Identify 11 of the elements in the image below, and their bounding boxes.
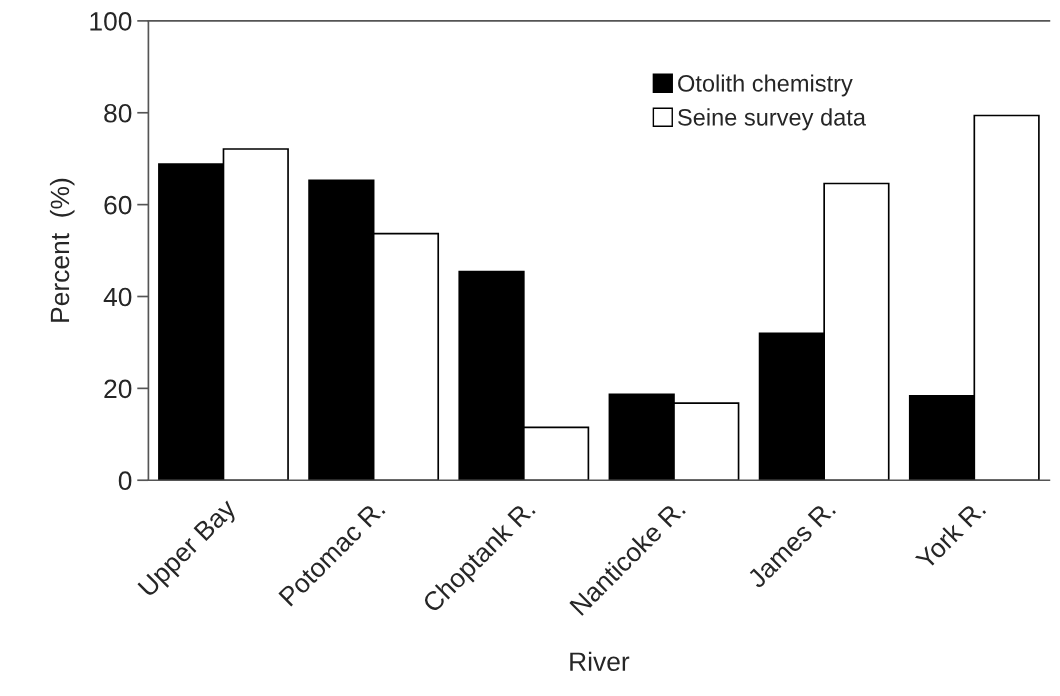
y-tick-label: 0	[118, 471, 132, 491]
y-tick-label: 60	[104, 195, 132, 215]
y-axis-title: Percent (%)	[49, 178, 75, 322]
y-tick-label: 20	[104, 379, 132, 399]
y-tick-label: 100	[90, 12, 132, 31]
x-axis-title: River	[570, 651, 630, 672]
x-tick-label: York R.	[914, 498, 987, 571]
y-tick-label: 80	[104, 103, 132, 123]
legend-label: Otolith chemistry	[678, 74, 853, 97]
legend-label: Seine survey data	[678, 108, 866, 131]
y-tick-label: 40	[103, 287, 132, 307]
